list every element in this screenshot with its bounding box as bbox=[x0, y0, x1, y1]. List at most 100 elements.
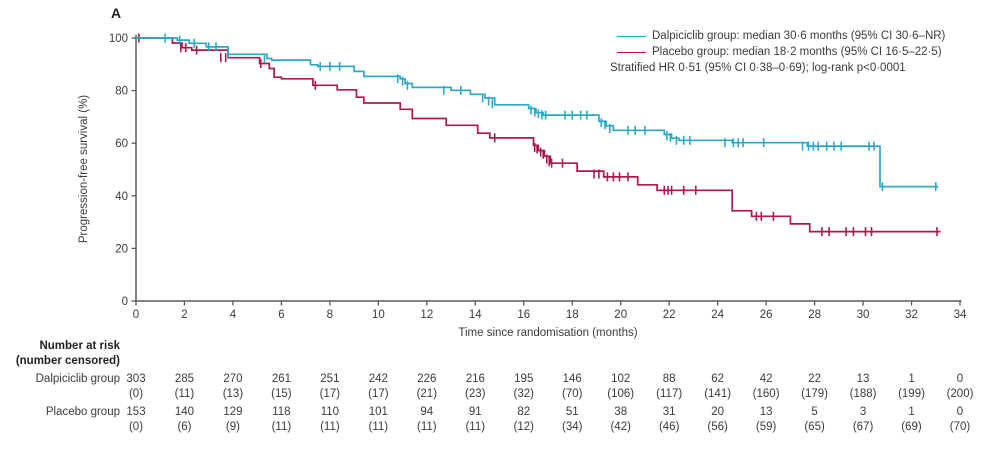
y-tick-label: 20 bbox=[115, 243, 128, 255]
risk-at-risk-value: 13 bbox=[856, 373, 870, 385]
risk-at-risk-value: 91 bbox=[468, 406, 482, 418]
risk-censored-value: (141) bbox=[704, 388, 732, 400]
risk-censored-value: (12) bbox=[513, 421, 534, 433]
risk-table-header-line2: (number censored) bbox=[15, 355, 120, 367]
placebo-curve bbox=[136, 37, 941, 233]
risk-at-risk-value: 195 bbox=[514, 373, 534, 385]
risk-at-risk-value: 82 bbox=[517, 406, 531, 418]
risk-at-risk-value: 216 bbox=[465, 373, 485, 385]
x-tick-label: 6 bbox=[278, 309, 284, 321]
risk-at-risk-value: 0 bbox=[956, 373, 964, 385]
risk-at-risk-value: 62 bbox=[711, 373, 725, 385]
y-tick-label: 40 bbox=[115, 191, 128, 203]
y-tick-label: 100 bbox=[109, 33, 128, 45]
placebo-line-swatch bbox=[617, 51, 646, 53]
risk-censored-value: (13) bbox=[222, 388, 244, 400]
x-tick-label: 26 bbox=[760, 309, 773, 321]
x-tick-label: 0 bbox=[133, 309, 139, 321]
risk-censored-value: (23) bbox=[465, 388, 486, 400]
risk-censored-value: (0) bbox=[128, 388, 144, 400]
risk-censored-value: (34) bbox=[562, 421, 583, 433]
risk-censored-value: (70) bbox=[949, 421, 971, 433]
y-tick-label: 0 bbox=[122, 296, 128, 308]
x-tick-label: 24 bbox=[711, 309, 724, 321]
x-tick-label: 28 bbox=[808, 309, 821, 321]
risk-censored-value: (11) bbox=[271, 421, 292, 433]
risk-at-risk-value: 242 bbox=[368, 373, 388, 385]
risk-censored-value: (160) bbox=[752, 388, 780, 400]
risk-censored-value: (11) bbox=[417, 421, 437, 433]
risk-censored-value: (199) bbox=[898, 388, 925, 400]
risk-row-label: Dalpiciclib group bbox=[35, 373, 120, 385]
risk-censored-value: (6) bbox=[177, 421, 192, 433]
risk-censored-value: (21) bbox=[416, 388, 438, 400]
risk-censored-value: (17) bbox=[368, 388, 389, 400]
x-tick-label: 30 bbox=[857, 309, 870, 321]
x-tick-label: 18 bbox=[566, 309, 579, 321]
risk-at-risk-value: 94 bbox=[420, 406, 434, 418]
y-axis-title: Progression-free survival (%) bbox=[78, 94, 90, 244]
risk-at-risk-value: 20 bbox=[711, 406, 725, 418]
risk-row-label: Placebo group bbox=[45, 406, 120, 418]
risk-at-risk-value: 118 bbox=[272, 406, 291, 418]
legend-row-placebo: Placebo group: median 18·2 months (95% C… bbox=[610, 44, 945, 60]
x-tick-label: 4 bbox=[230, 309, 237, 321]
panel-label: A bbox=[111, 5, 122, 21]
risk-at-risk-value: 51 bbox=[565, 406, 579, 418]
risk-at-risk-value: 0 bbox=[956, 406, 964, 418]
risk-censored-value: (17) bbox=[319, 388, 341, 400]
y-tick-label: 60 bbox=[115, 138, 128, 150]
risk-at-risk-value: 1 bbox=[908, 406, 915, 418]
risk-censored-value: (11) bbox=[174, 388, 195, 400]
risk-censored-value: (59) bbox=[755, 421, 777, 433]
risk-at-risk-value: 146 bbox=[562, 373, 582, 385]
risk-censored-value: (9) bbox=[225, 421, 240, 433]
risk-censored-value: (46) bbox=[658, 421, 680, 433]
risk-at-risk-value: 5 bbox=[811, 406, 818, 418]
risk-at-risk-value: 88 bbox=[662, 373, 676, 385]
risk-censored-value: (11) bbox=[465, 421, 486, 433]
risk-at-risk-value: 101 bbox=[368, 406, 388, 418]
risk-censored-value: (70) bbox=[562, 388, 583, 400]
stratified-hr-annotation: Stratified HR 0·51 (95% CI 0·38–0·69); l… bbox=[610, 62, 906, 74]
risk-at-risk-value: 31 bbox=[662, 406, 676, 418]
x-axis-title: Time since randomisation (months) bbox=[458, 327, 638, 339]
legend-row-dalpiciclib: Dalpiciclib group: median 30·6 months (9… bbox=[610, 28, 945, 44]
risk-censored-value: (106) bbox=[607, 388, 635, 400]
risk-censored-value: (11) bbox=[320, 421, 340, 433]
risk-censored-value: (117) bbox=[656, 388, 683, 400]
x-tick-label: 8 bbox=[327, 309, 333, 321]
risk-at-risk-value: 251 bbox=[320, 373, 340, 385]
risk-at-risk-value: 1 bbox=[908, 373, 915, 385]
risk-censored-value: (179) bbox=[801, 388, 829, 400]
risk-censored-value: (65) bbox=[804, 421, 825, 433]
risk-at-risk-value: 226 bbox=[417, 373, 437, 385]
risk-censored-value: (200) bbox=[946, 388, 974, 400]
risk-censored-value: (11) bbox=[368, 421, 389, 433]
risk-censored-value: (32) bbox=[513, 388, 534, 400]
risk-at-risk-value: 110 bbox=[320, 406, 340, 418]
risk-censored-value: (0) bbox=[128, 421, 144, 433]
y-tick-label: 80 bbox=[115, 86, 128, 98]
risk-at-risk-value: 102 bbox=[611, 373, 631, 385]
risk-table-header-line1: Number at risk bbox=[39, 340, 120, 352]
x-tick-label: 16 bbox=[517, 309, 530, 321]
x-tick-label: 12 bbox=[420, 309, 433, 321]
risk-censored-value: (15) bbox=[271, 388, 292, 400]
risk-at-risk-value: 129 bbox=[223, 406, 243, 418]
risk-at-risk-value: 261 bbox=[271, 373, 291, 385]
risk-at-risk-value: 22 bbox=[808, 373, 821, 385]
risk-at-risk-value: 153 bbox=[126, 406, 146, 418]
risk-censored-value: (67) bbox=[852, 421, 874, 433]
risk-censored-value: (42) bbox=[610, 421, 631, 433]
x-tick-label: 20 bbox=[614, 309, 627, 321]
dalpiciclib-line-swatch bbox=[617, 35, 646, 37]
risk-at-risk-value: 270 bbox=[223, 373, 243, 385]
legend-label-dalpiciclib: Dalpiciclib group: median 30·6 months (9… bbox=[652, 30, 946, 42]
x-tick-label: 34 bbox=[954, 309, 967, 321]
legend-label-placebo: Placebo group: median 18·2 months (95% C… bbox=[652, 46, 942, 58]
risk-at-risk-value: 42 bbox=[759, 373, 773, 385]
risk-at-risk-value: 140 bbox=[174, 406, 195, 418]
x-tick-label: 14 bbox=[469, 309, 482, 321]
